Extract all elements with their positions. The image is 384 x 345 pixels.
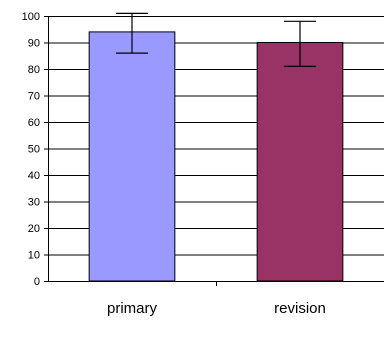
x-axis-labels: primary revision	[107, 300, 326, 317]
bar-primary	[88, 31, 176, 282]
y-tick-label: 40	[28, 170, 40, 182]
x-tick-label-revision: revision	[274, 300, 326, 317]
y-tick-label: 70	[28, 91, 40, 103]
y-tick-label: 90	[28, 38, 40, 50]
y-tick-label: 10	[28, 250, 40, 262]
y-tick-label: 0	[34, 276, 40, 288]
y-axis-ticks: 0 10 20 30 40 50 60 70 80 90 100	[22, 11, 48, 288]
y-tick-label: 60	[28, 117, 40, 129]
bar-revision	[256, 42, 344, 282]
y-tick-label: 100	[22, 11, 40, 23]
y-tick-label: 50	[28, 144, 40, 156]
y-tick-label: 30	[28, 197, 40, 209]
error-bars	[116, 12, 316, 67]
bars	[88, 31, 344, 282]
y-tick-label: 20	[28, 223, 40, 235]
x-tick-label-primary: primary	[107, 300, 158, 317]
y-tick-label: 80	[28, 64, 40, 76]
